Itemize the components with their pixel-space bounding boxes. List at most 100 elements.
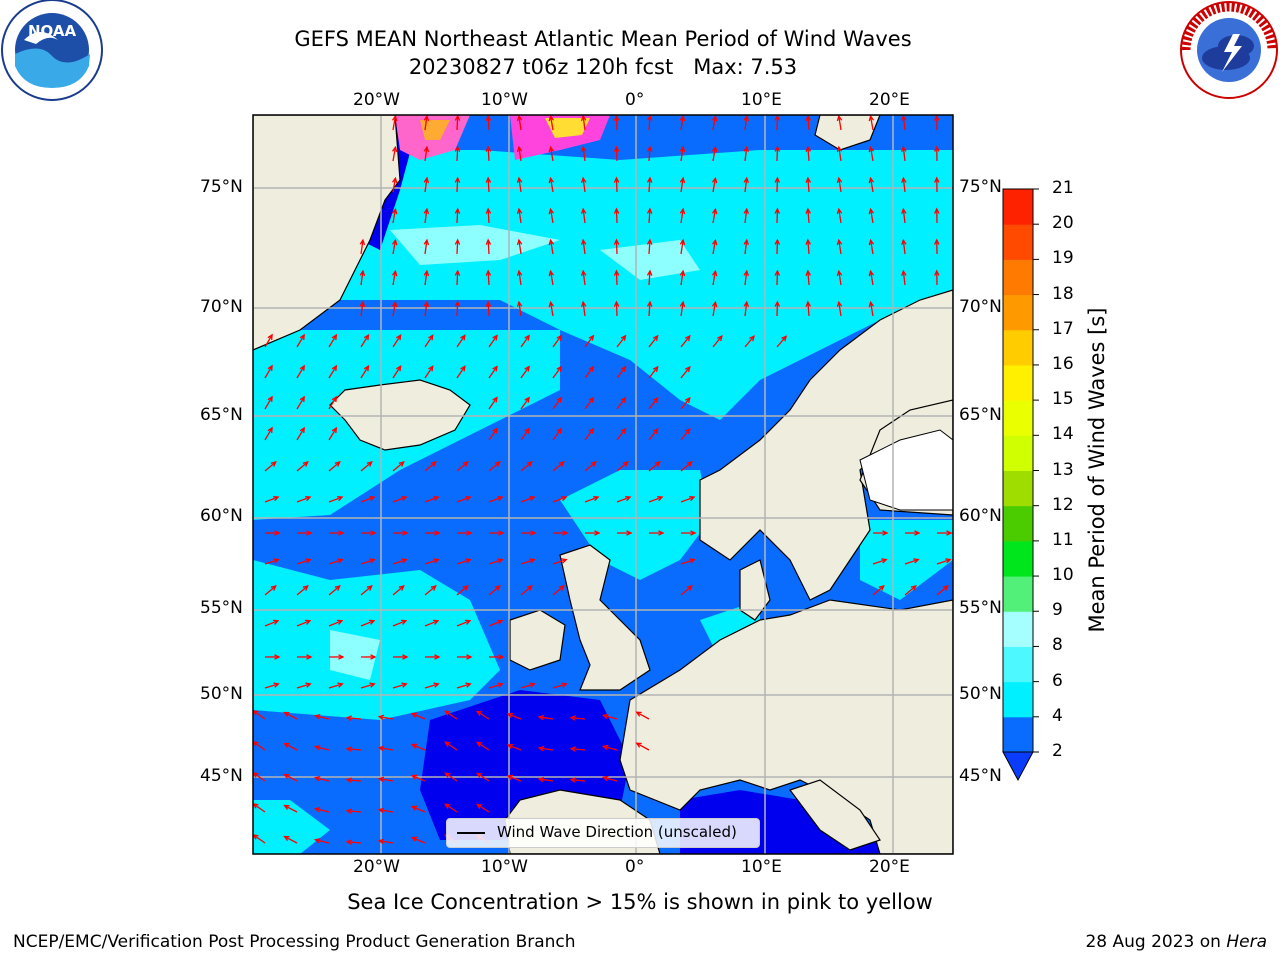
wave-arrow-66 bbox=[744, 209, 748, 224]
wave-arrow-head-34 bbox=[868, 145, 875, 153]
wave-arrow-head-80 bbox=[580, 238, 587, 246]
wave-arrow-230 bbox=[456, 558, 471, 565]
wave-arrow-head-136 bbox=[524, 334, 530, 341]
wave-arrow-187 bbox=[520, 461, 533, 472]
wave-arrow-head-310 bbox=[444, 772, 451, 778]
wave-arrow-128 bbox=[264, 334, 273, 348]
wave-arrow-head-288 bbox=[569, 715, 576, 721]
wave-arrow-head-299 bbox=[506, 743, 513, 750]
wave-arrow-head-121 bbox=[679, 300, 686, 308]
wave-arrow-279 bbox=[284, 711, 298, 720]
wave-arrow-head-48 bbox=[743, 176, 749, 184]
wave-arrow-head-161 bbox=[331, 395, 338, 403]
wave-arrow-head-265 bbox=[434, 654, 441, 660]
wave-arrow-head-257 bbox=[432, 619, 440, 625]
colorbar-tick-label-4: 4 bbox=[1052, 705, 1063, 726]
wave-arrow-251 bbox=[936, 585, 949, 596]
wave-arrow-head-273 bbox=[433, 682, 440, 688]
wave-arrow-157 bbox=[648, 366, 659, 379]
wave-arrow-head-85 bbox=[743, 238, 749, 246]
wave-arrow-191 bbox=[648, 461, 661, 472]
wave-arrow-172 bbox=[488, 428, 498, 441]
wave-arrow-head-21 bbox=[454, 145, 461, 152]
wave-arrow-143 bbox=[744, 335, 755, 348]
wave-arrow-181 bbox=[328, 461, 341, 472]
wave-arrow-139 bbox=[616, 335, 626, 348]
wave-arrow-head-182 bbox=[366, 461, 373, 467]
wave-arrow-120 bbox=[648, 301, 651, 317]
wave-arrow-head-287 bbox=[537, 714, 545, 721]
wave-arrow-head-130 bbox=[331, 333, 338, 341]
wave-arrow-head-317 bbox=[283, 804, 290, 810]
wave-arrow-189 bbox=[584, 461, 597, 472]
wave-arrow-head-132 bbox=[395, 333, 402, 341]
wave-arrow-head-267 bbox=[498, 654, 505, 660]
wave-arrow-16 bbox=[869, 116, 874, 131]
wave-arrow-231 bbox=[488, 558, 503, 565]
wave-arrow-277 bbox=[552, 683, 567, 689]
wave-arrow-head-59 bbox=[516, 207, 523, 215]
wave-arrow-head-134 bbox=[460, 334, 466, 341]
wave-arrow-head-221 bbox=[882, 530, 889, 536]
wave-arrow-303 bbox=[636, 742, 650, 751]
wave-arrow-head-198 bbox=[433, 495, 440, 502]
wave-arrow-head-79 bbox=[548, 238, 555, 246]
wave-arrow-94 bbox=[424, 271, 428, 286]
wave-arrow-29 bbox=[712, 147, 717, 162]
wave-arrow-152 bbox=[488, 366, 498, 379]
wave-arrow-175 bbox=[584, 428, 594, 441]
wave-arrow-241 bbox=[360, 585, 373, 596]
wave-arrow-head-65 bbox=[711, 207, 718, 215]
wave-arrow-head-55 bbox=[391, 207, 398, 215]
wave-arrow-head-5 bbox=[516, 115, 523, 122]
wave-arrow-head-239 bbox=[302, 585, 309, 591]
wave-arrow-head-166 bbox=[620, 396, 627, 403]
wave-arrow-head-122 bbox=[711, 300, 718, 308]
wave-arrow-head-3 bbox=[454, 115, 461, 121]
wave-arrow-head-143 bbox=[749, 335, 755, 342]
colorbar-segment-6 bbox=[1003, 646, 1033, 683]
wave-arrow-57 bbox=[456, 208, 459, 224]
wave-arrow-head-142 bbox=[717, 334, 723, 342]
land-greenland bbox=[253, 115, 401, 351]
wave-arrow-head-313 bbox=[537, 776, 545, 783]
wave-arrow-head-131 bbox=[363, 333, 370, 341]
wave-arrow-head-223 bbox=[946, 530, 953, 536]
lon-label-top-10e: 10°E bbox=[741, 90, 782, 110]
lat-label-left-70n: 70°N bbox=[200, 297, 243, 317]
wave-arrow-head-88 bbox=[836, 238, 843, 246]
wave-arrow-head-92 bbox=[359, 269, 366, 277]
wave-arrow-319 bbox=[346, 810, 362, 813]
wave-arrow-head-207 bbox=[274, 530, 281, 536]
wave-arrow-286 bbox=[507, 713, 522, 720]
colorbar-tick-label-9: 9 bbox=[1052, 600, 1063, 621]
colorbar-tick-label-13: 13 bbox=[1052, 459, 1074, 480]
colorbar-tick-label-21: 21 bbox=[1052, 178, 1074, 198]
wave-arrow-104 bbox=[744, 271, 748, 286]
wave-band-light-1 bbox=[390, 225, 560, 265]
wave-arrow-head-150 bbox=[428, 365, 434, 372]
wave-arrow-101 bbox=[648, 270, 651, 286]
wave-arrow-107 bbox=[838, 271, 842, 286]
wave-arrow-head-281 bbox=[345, 715, 352, 721]
wave-arrow-290 bbox=[636, 711, 650, 720]
wave-arrow-314 bbox=[571, 778, 586, 782]
wave-arrow-317 bbox=[284, 804, 298, 813]
wave-arrow-74 bbox=[392, 240, 397, 255]
wave-arrow-head-174 bbox=[556, 427, 563, 434]
wave-arrow-head-296 bbox=[410, 743, 418, 749]
wave-arrow-88 bbox=[838, 240, 842, 255]
wave-arrow-head-58 bbox=[485, 207, 492, 214]
wave-arrow-head-253 bbox=[304, 619, 312, 625]
wave-arrow-103 bbox=[712, 271, 717, 286]
colorbar-tick-label-15: 15 bbox=[1052, 389, 1074, 410]
wave-arrow-178 bbox=[680, 428, 691, 441]
wave-arrow-183 bbox=[392, 461, 405, 472]
lon-label-bottom-10w: 10°W bbox=[481, 857, 528, 877]
wave-arrow-head-10 bbox=[679, 115, 686, 122]
wave-arrow-head-279 bbox=[283, 711, 290, 717]
wave-arrow-250 bbox=[904, 585, 917, 596]
wave-arrow-161 bbox=[328, 396, 337, 410]
wave-arrow-head-86 bbox=[774, 238, 781, 245]
